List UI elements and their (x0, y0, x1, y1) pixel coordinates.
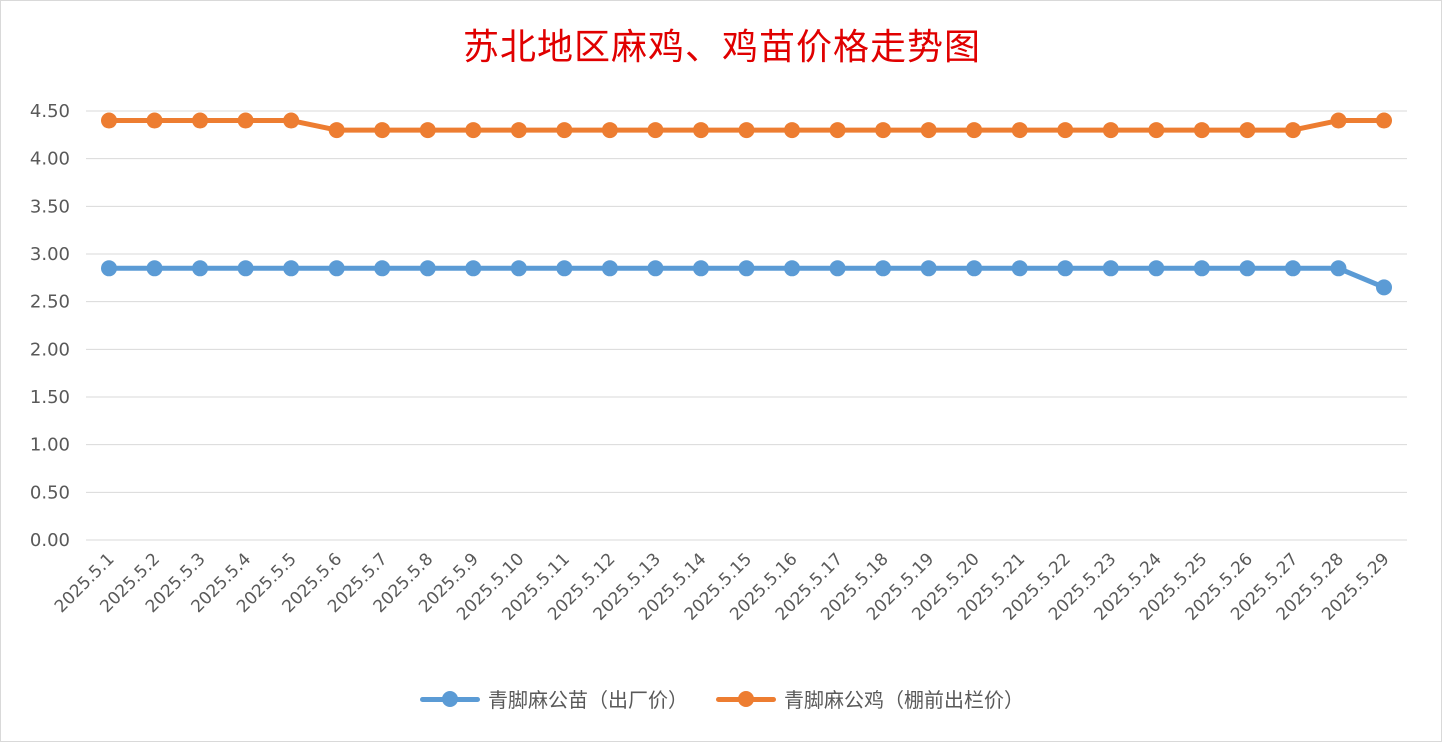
data-point[interactable] (920, 260, 937, 277)
data-point[interactable] (784, 122, 801, 139)
data-point[interactable] (692, 260, 709, 277)
data-point[interactable] (556, 122, 573, 139)
data-point[interactable] (1239, 260, 1256, 277)
data-point[interactable] (1148, 260, 1165, 277)
data-point[interactable] (738, 260, 755, 277)
data-point[interactable] (1284, 260, 1301, 277)
legend-swatch-series-1 (716, 689, 776, 709)
data-point[interactable] (1330, 260, 1347, 277)
data-point[interactable] (647, 122, 664, 139)
y-tick-label: 2.50 (30, 292, 70, 313)
data-point[interactable] (829, 122, 846, 139)
series-0 (101, 260, 1392, 296)
data-point[interactable] (647, 260, 664, 277)
data-point[interactable] (1057, 122, 1074, 139)
legend-label-series-1: 青脚麻公鸡（棚前出栏价） (784, 688, 1024, 712)
y-tick-label: 0.00 (30, 530, 70, 551)
data-point[interactable] (146, 260, 163, 277)
chart-title: 苏北地区麻鸡、鸡苗价格走势图 (462, 27, 981, 68)
data-point[interactable] (556, 260, 573, 277)
series-layer (101, 112, 1392, 296)
legend: 青脚麻公苗（出厂价） 青脚麻公鸡（棚前出栏价） (0, 684, 1444, 713)
data-point[interactable] (1376, 279, 1392, 296)
data-point[interactable] (601, 122, 618, 139)
data-point[interactable] (328, 260, 345, 277)
data-point[interactable] (374, 260, 391, 277)
data-point[interactable] (738, 122, 755, 139)
legend-label-series-0: 青脚麻公苗（出厂价） (488, 688, 688, 712)
data-point[interactable] (192, 260, 209, 277)
y-axis-ticks: 0.00 0.50 1.00 1.50 2.00 2.50 3.00 3.50 4.00 4.50 (30, 101, 70, 551)
y-tick-label: 3.50 (30, 196, 70, 217)
legend-item-series-0[interactable]: 青脚麻公苗（出厂价） (420, 684, 688, 713)
y-tick-label: 1.00 (30, 435, 70, 456)
y-tick-label: 4.00 (30, 149, 70, 170)
y-tick-label: 0.50 (30, 482, 70, 503)
data-point[interactable] (920, 122, 937, 139)
data-point[interactable] (1011, 122, 1028, 139)
data-point[interactable] (875, 260, 892, 277)
data-point[interactable] (1330, 112, 1347, 129)
data-point[interactable] (601, 260, 618, 277)
series-1 (101, 112, 1392, 139)
data-point[interactable] (419, 122, 436, 139)
data-point[interactable] (1193, 260, 1210, 277)
data-point[interactable] (101, 260, 117, 277)
legend-item-series-1[interactable]: 青脚麻公鸡（棚前出栏价） (716, 684, 1024, 713)
y-tick-label: 4.50 (30, 101, 70, 122)
data-point[interactable] (1057, 260, 1074, 277)
data-point[interactable] (1193, 122, 1210, 139)
data-point[interactable] (465, 260, 482, 277)
data-point[interactable] (101, 112, 117, 129)
data-point[interactable] (1239, 122, 1256, 139)
data-point[interactable] (1376, 112, 1392, 129)
x-axis-ticks: 2025.5.12025.5.22025.5.32025.5.42025.5.5… (51, 549, 1394, 624)
data-point[interactable] (328, 122, 345, 139)
data-point[interactable] (283, 260, 300, 277)
data-point[interactable] (966, 122, 983, 139)
data-point[interactable] (829, 260, 846, 277)
data-point[interactable] (283, 112, 300, 129)
data-point[interactable] (966, 260, 983, 277)
data-point[interactable] (465, 122, 482, 139)
data-point[interactable] (784, 260, 801, 277)
data-point[interactable] (510, 260, 527, 277)
y-tick-label: 3.00 (30, 244, 70, 265)
gridlines (86, 110, 1407, 541)
data-point[interactable] (374, 122, 391, 139)
data-point[interactable] (875, 122, 892, 139)
data-point[interactable] (146, 112, 163, 129)
legend-swatch-series-0 (420, 689, 480, 709)
data-point[interactable] (1284, 122, 1301, 139)
data-point[interactable] (192, 112, 209, 129)
data-point[interactable] (1148, 122, 1165, 139)
data-point[interactable] (692, 122, 709, 139)
data-point[interactable] (1011, 260, 1028, 277)
data-point[interactable] (237, 260, 254, 277)
y-tick-label: 2.00 (30, 339, 70, 360)
data-point[interactable] (1102, 122, 1119, 139)
data-point[interactable] (1102, 260, 1119, 277)
data-point[interactable] (419, 260, 436, 277)
data-point[interactable] (237, 112, 254, 129)
data-point[interactable] (510, 122, 527, 139)
y-tick-label: 1.50 (30, 387, 70, 408)
